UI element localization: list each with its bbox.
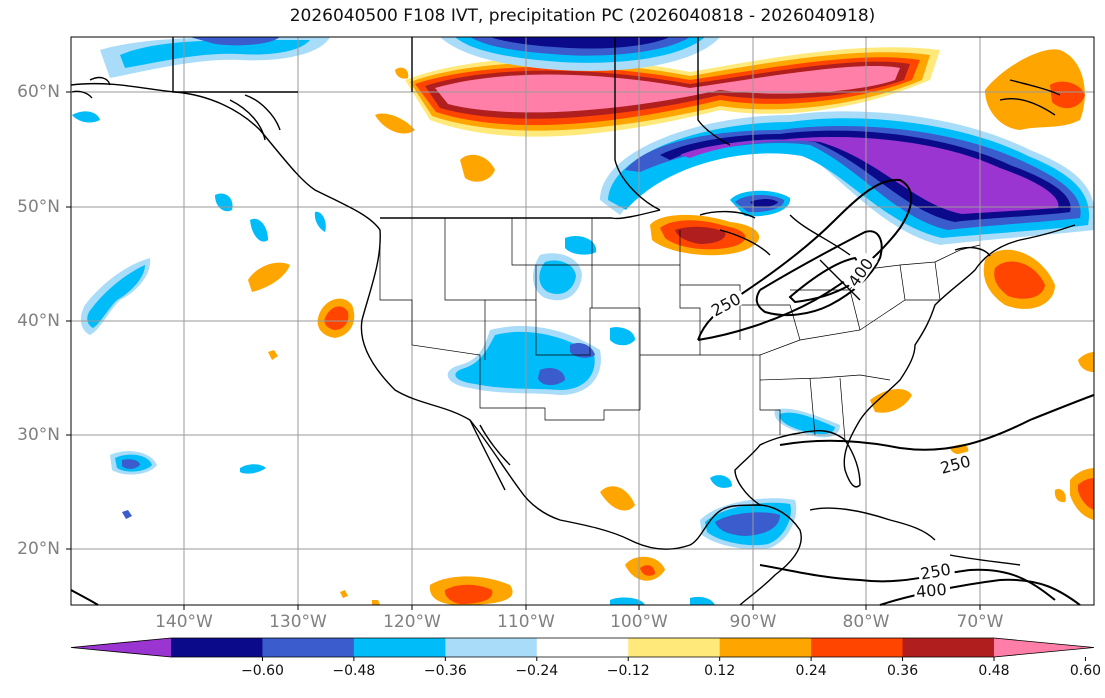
colorbar-tick-label: 0.24 — [795, 663, 827, 679]
negative-band-canada — [600, 111, 1094, 245]
contour-label-bg — [705, 251, 976, 600]
colorbar-segment — [353, 638, 446, 657]
colorbar-tick-label: −0.48 — [332, 663, 376, 679]
colorbar-tick-label: 0.36 — [886, 663, 919, 679]
colorbar-tick-label: −0.12 — [606, 663, 650, 679]
positive-scattered — [248, 67, 1094, 605]
contour-label: 400 — [915, 580, 947, 602]
lat-label: 30°N — [17, 425, 60, 445]
lon-label: 100°W — [610, 612, 668, 632]
colorbar-tick-label: −0.60 — [240, 663, 284, 679]
lat-label: 60°N — [17, 82, 60, 102]
coastlines — [71, 37, 1076, 605]
colorbar-segment — [171, 638, 263, 657]
lat-label: 50°N — [17, 197, 60, 217]
colorbar-segment — [902, 638, 995, 657]
lon-label: 70°W — [956, 612, 1004, 632]
colorbar-tick-label: −0.24 — [515, 663, 559, 679]
lat-label: 20°N — [17, 539, 60, 559]
lon-label: 90°W — [729, 612, 777, 632]
colorbar-segment — [262, 638, 355, 657]
negative-blob-gulf — [610, 408, 840, 605]
lon-label: 80°W — [842, 612, 890, 632]
ivt-contours — [70, 178, 1095, 606]
colorbar-extend-low — [71, 638, 171, 657]
colorbar-tick-label: −0.36 — [423, 663, 467, 679]
colorbar-segment — [536, 638, 629, 657]
colorbar-tick-label: 0.48 — [978, 663, 1010, 679]
lon-label: 130°W — [269, 612, 327, 632]
lon-label: 110°W — [497, 612, 555, 632]
axis-ticks — [66, 91, 981, 610]
colorbar-extend-high — [994, 638, 1094, 657]
negative-band-top — [100, 37, 720, 78]
lon-label: 140°W — [155, 612, 213, 632]
state-borders — [379, 218, 981, 441]
colorbar-tick-label: 0.60 — [1069, 663, 1102, 679]
positive-blob-lakes — [650, 214, 760, 256]
pacific-blobs — [72, 111, 326, 519]
positive-blob-northeast — [983, 49, 1085, 309]
colorbar-segment — [811, 638, 904, 657]
colorbar — [70, 637, 1095, 661]
colorbar-segment — [445, 638, 538, 657]
lat-label: 40°N — [17, 311, 60, 331]
colorbar-segment — [719, 638, 812, 657]
colorbar-segment — [628, 638, 721, 657]
colorbar-outline — [70, 637, 1095, 658]
negative-blob-southwest — [447, 235, 635, 395]
map-title: 2026040500 F108 IVT, precipitation PC (2… — [289, 6, 876, 26]
lon-label: 120°W — [383, 612, 441, 632]
colorbar-tick-label: 0.12 — [704, 663, 736, 679]
